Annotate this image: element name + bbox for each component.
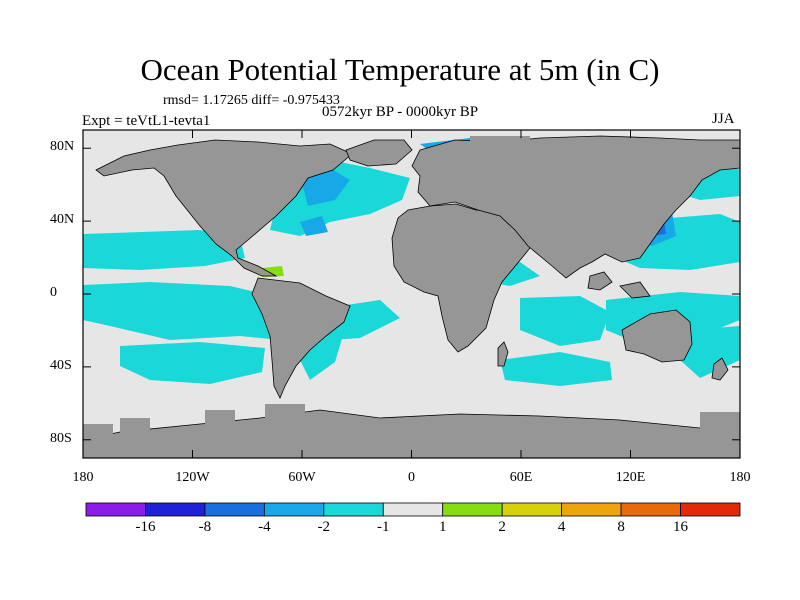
x-tick-label: 180: [729, 470, 751, 485]
colorbar-label: 1: [438, 519, 447, 535]
colorbar-swatch: [145, 502, 206, 517]
north-america: [95, 139, 353, 277]
x-tick-label: 0: [408, 470, 415, 485]
australia: [621, 309, 693, 363]
y-tick-label: 40S: [50, 357, 72, 373]
colorbar-swatch: [561, 502, 622, 517]
colorbar-swatch: [442, 502, 503, 517]
colorbar: [85, 502, 741, 517]
map-plot-area: [83, 130, 740, 458]
y-tick-label: 80S: [50, 430, 72, 446]
colorbar-swatch: [263, 502, 325, 517]
maritime-continent: [587, 271, 651, 299]
colorbar-swatch: [85, 502, 146, 517]
colorbar-label: 16: [673, 519, 689, 535]
colorbar-label: 8: [617, 519, 625, 535]
new-zealand: [711, 357, 729, 381]
y-tick-label: 0: [50, 285, 57, 300]
colorbar-label: -8: [198, 519, 212, 535]
period-label: 0572kyr BP - 0000kyr BP: [322, 104, 479, 120]
eurasia: [411, 135, 740, 279]
colorbar-swatch: [620, 502, 681, 517]
y-tick-label: 80N: [50, 139, 75, 155]
x-tick-label: 120W: [175, 470, 210, 485]
colorbar-label: -4: [258, 519, 271, 535]
south-america: [251, 277, 351, 399]
greenland: [345, 139, 413, 167]
map-title: Ocean Potential Temperature at 5m (in C): [140, 52, 660, 87]
colorbar-swatch: [204, 502, 265, 517]
colorbar-swatch: [323, 502, 384, 517]
colorbar-label: -2: [317, 519, 331, 535]
land-masses: [83, 135, 740, 458]
madagascar: [497, 341, 509, 367]
colorbar-swatch: [680, 502, 741, 517]
axis-ticks: [82, 130, 741, 458]
season-label: JJA: [712, 111, 735, 127]
rmsd-diff-stats: rmsd= 1.17265 diff= -0.975433: [163, 93, 340, 108]
x-tick-label: 180: [72, 470, 94, 485]
colorbar-label: -1: [377, 519, 390, 535]
x-tick-label: 120E: [615, 470, 646, 485]
colorbar-swatch: [501, 502, 563, 517]
x-tick-label: 60E: [509, 470, 533, 485]
colorbar-swatch: [382, 502, 444, 517]
y-tick-label: 40N: [50, 212, 75, 228]
x-tick-label: 60W: [288, 470, 316, 485]
masked-grid-cells: [83, 136, 740, 440]
colorbar-label: 2: [498, 519, 506, 535]
colorbar-label: 4: [557, 519, 566, 535]
experiment-label: Expt = teVtL1-tevta1: [82, 113, 211, 129]
colorbar-label: -16: [135, 519, 156, 535]
